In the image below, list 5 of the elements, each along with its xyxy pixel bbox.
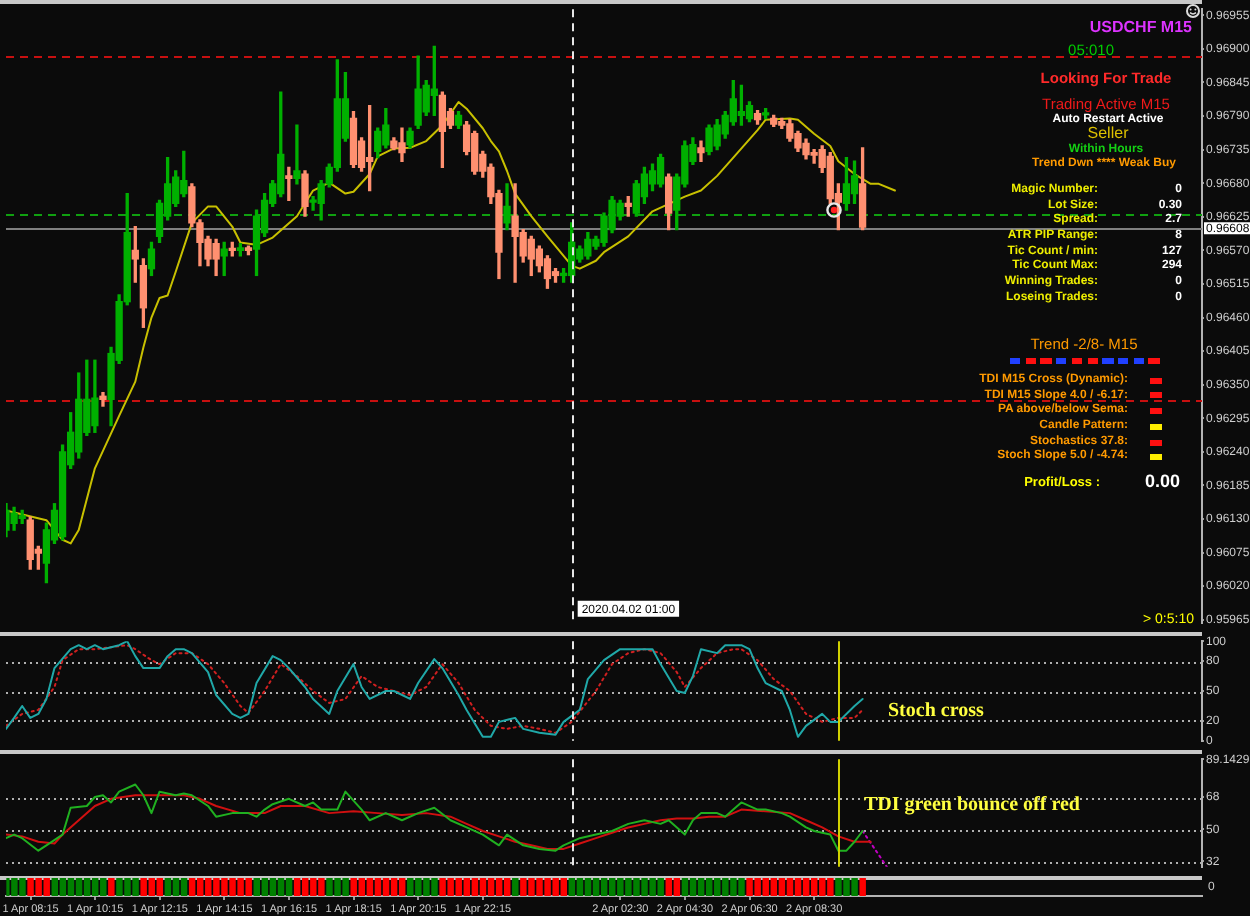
annotation: TDI green bounce off red: [864, 794, 1080, 816]
annotation: Stoch cross: [888, 700, 984, 722]
annotation: USDCHF M15: [1089, 18, 1192, 36]
annotation: Seller: [1087, 124, 1129, 142]
annotation: 0.00: [1144, 471, 1180, 491]
